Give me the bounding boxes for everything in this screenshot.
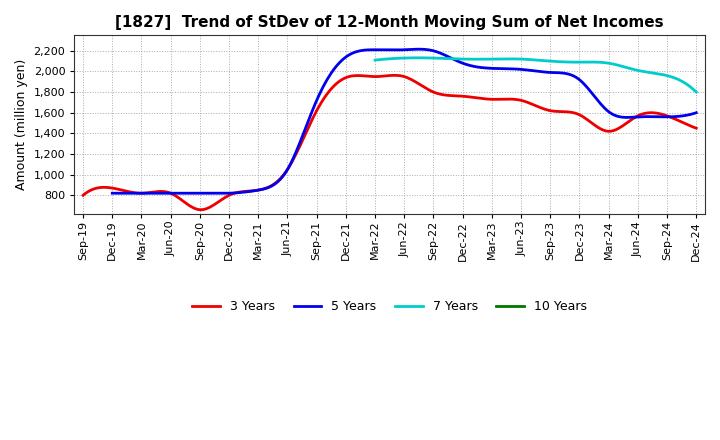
Y-axis label: Amount (million yen): Amount (million yen) (15, 59, 28, 190)
5 Years (469, 64, 478, 69)
5 Years (213, 191, 222, 196)
3 Years (458, 94, 467, 99)
3 Years (446, 93, 454, 98)
Line: 5 Years: 5 Years (112, 49, 696, 194)
7 Years (414, 55, 423, 60)
Legend: 3 Years, 5 Years, 7 Years, 10 Years: 3 Years, 5 Years, 7 Years, 10 Years (187, 295, 592, 318)
5 Years (110, 191, 119, 196)
5 Years (457, 60, 466, 66)
3 Years (81, 191, 89, 196)
5 Years (692, 110, 701, 115)
3 Years (196, 207, 204, 213)
7 Years (663, 73, 672, 78)
Title: [1827]  Trend of StDev of 12-Month Moving Sum of Net Incomes: [1827] Trend of StDev of 12-Month Moving… (115, 15, 664, 30)
7 Years (692, 89, 701, 95)
5 Years (459, 61, 468, 66)
3 Years (639, 111, 647, 117)
3 Years (78, 193, 87, 198)
7 Years (562, 59, 570, 65)
7 Years (371, 58, 379, 63)
5 Years (641, 114, 649, 119)
3 Years (692, 125, 701, 131)
5 Years (415, 47, 423, 52)
3 Years (448, 93, 456, 98)
5 Years (604, 109, 613, 114)
Line: 7 Years: 7 Years (375, 58, 696, 92)
Line: 3 Years: 3 Years (83, 75, 696, 210)
5 Years (108, 191, 117, 196)
7 Years (568, 59, 577, 65)
3 Years (390, 73, 399, 78)
3 Years (600, 128, 608, 133)
7 Years (642, 70, 651, 75)
7 Years (372, 57, 380, 62)
7 Years (563, 59, 572, 65)
